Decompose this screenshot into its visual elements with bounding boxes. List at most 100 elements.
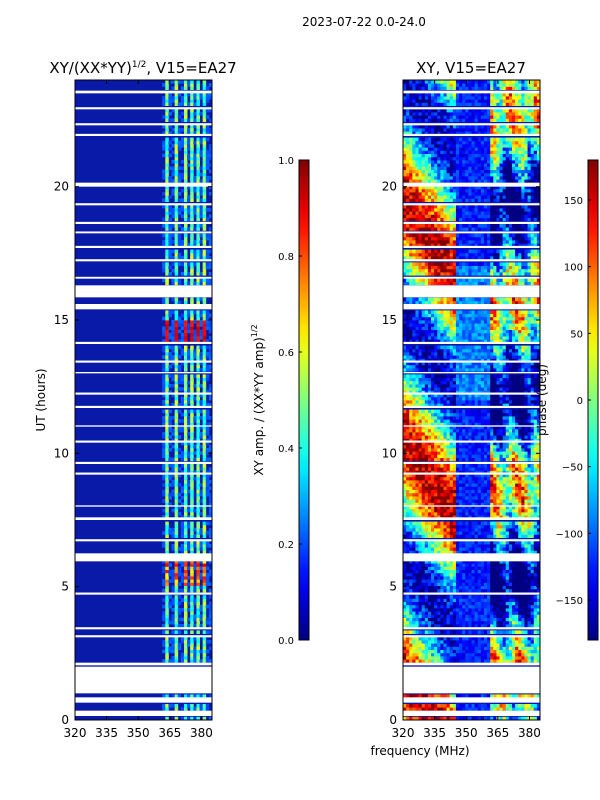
phase-cell xyxy=(403,694,407,698)
amplitude-cell xyxy=(205,320,210,324)
amplitude-cell xyxy=(202,438,207,442)
phase-cell xyxy=(518,636,522,641)
amplitude-cell xyxy=(183,470,188,474)
amplitude-cell xyxy=(208,185,213,190)
phase-cell xyxy=(409,451,413,455)
amplitude-cell xyxy=(202,425,207,430)
amplitude-cell xyxy=(202,611,207,615)
amplitude-cell xyxy=(202,198,207,202)
phase-cell xyxy=(511,454,516,458)
phase-cell xyxy=(524,659,528,663)
phase-cell xyxy=(449,620,454,625)
amplitude-cell xyxy=(196,595,200,599)
phase-cell xyxy=(403,588,407,593)
phase-cell xyxy=(499,646,504,650)
amplitude-cell xyxy=(171,281,176,286)
amplitude-cell xyxy=(165,441,169,446)
amplitude-cell xyxy=(193,256,197,260)
phase-cell xyxy=(465,524,469,529)
amplitude-cell xyxy=(174,211,179,215)
phase-cell xyxy=(424,521,429,526)
phase-cell xyxy=(406,582,410,586)
phase-cell xyxy=(437,716,441,721)
phase-cell xyxy=(505,464,510,468)
phase-cell xyxy=(480,428,485,433)
phase-cell xyxy=(483,473,488,478)
amplitude-cell xyxy=(162,640,166,644)
phase-cell xyxy=(406,486,410,490)
amplitude-cell xyxy=(171,188,176,193)
phase-cell xyxy=(483,630,488,634)
amplitude-cell xyxy=(190,604,194,609)
phase-cell xyxy=(502,448,507,452)
amplitude-cell xyxy=(193,601,197,606)
phase-cell xyxy=(508,524,513,529)
phase-cell xyxy=(511,595,516,599)
amplitude-cell xyxy=(183,380,188,385)
phase-cell xyxy=(412,505,416,510)
amplitude-cell xyxy=(162,326,166,330)
phase-cell xyxy=(487,601,491,606)
phase-cell xyxy=(465,604,469,609)
amplitude-cell xyxy=(187,694,191,698)
phase-cell xyxy=(446,576,451,580)
phase-cell xyxy=(511,432,516,436)
phase-cell xyxy=(530,588,535,593)
phase-cell xyxy=(462,470,466,474)
phase-cell xyxy=(421,569,426,574)
amplitude-cell xyxy=(183,208,188,212)
phase-cell xyxy=(521,528,525,532)
phase-cell xyxy=(412,531,416,535)
phase-cell xyxy=(468,550,472,554)
phase-cell xyxy=(434,521,438,526)
phase-cell xyxy=(527,569,532,574)
amplitude-cell xyxy=(174,473,179,478)
phase-cell xyxy=(427,531,432,535)
phase-cell xyxy=(524,566,528,570)
amplitude-cell xyxy=(193,112,197,116)
phase-cell xyxy=(415,448,419,452)
amplitude-cell xyxy=(205,115,210,119)
phase-cell xyxy=(424,502,429,506)
amplitude-heatmap[interactable] xyxy=(75,80,213,721)
amplitude-cell xyxy=(208,256,213,260)
phase-cell xyxy=(421,489,426,494)
flagged-time-band xyxy=(75,133,212,136)
phase-cell xyxy=(462,630,466,634)
amplitude-cell xyxy=(174,348,179,353)
phase-cell xyxy=(440,611,444,615)
amplitude-cell xyxy=(183,489,188,494)
amplitude-cell xyxy=(174,617,179,622)
phase-heatmap[interactable] xyxy=(403,80,541,721)
amplitude-cell xyxy=(202,393,207,398)
phase-cell xyxy=(418,656,423,660)
phase-cell xyxy=(412,694,416,698)
phase-cell xyxy=(493,649,497,654)
phase-cell xyxy=(496,528,500,532)
phase-cell xyxy=(518,467,522,471)
phase-cell xyxy=(449,515,454,519)
phase-cell xyxy=(493,483,497,487)
phase-cell xyxy=(412,617,416,622)
phase-cell xyxy=(511,620,516,625)
amplitude-cell xyxy=(190,163,194,167)
amplitude-cell xyxy=(202,368,207,372)
phase-cell xyxy=(474,531,479,535)
phase-cell xyxy=(536,454,541,458)
phase-cell xyxy=(515,707,519,711)
phase-cell xyxy=(480,585,485,590)
phase-cell xyxy=(406,547,410,551)
amplitude-cell xyxy=(168,492,172,497)
phase-cell xyxy=(412,630,416,634)
phase-cell xyxy=(427,435,432,439)
phase-cell xyxy=(515,502,519,506)
amplitude-cell xyxy=(196,131,200,135)
amplitude-cell xyxy=(205,208,210,212)
amplitude-cell xyxy=(190,214,194,218)
phase-cell xyxy=(465,588,469,593)
amplitude-cell xyxy=(165,358,169,362)
phase-cell xyxy=(462,624,466,628)
phase-cell xyxy=(418,569,423,574)
phase-cell xyxy=(424,620,429,625)
phase-cell xyxy=(474,576,479,580)
